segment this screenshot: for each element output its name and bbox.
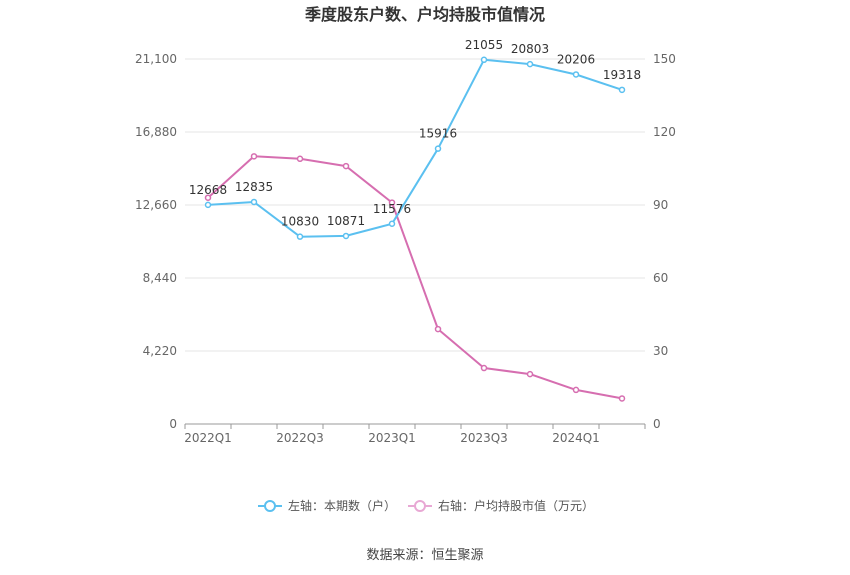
y-left-tick-label: 0 xyxy=(169,417,177,431)
legend-label-right: 右轴：户均持股市值（万元） xyxy=(438,498,594,513)
legend: 左轴：本期数（户） 右轴：户均持股市值（万元） xyxy=(258,498,594,513)
point-avg-value xyxy=(434,325,442,333)
y-left-tick-label: 12,660 xyxy=(135,198,177,212)
legend-label-left: 左轴：本期数（户） xyxy=(288,498,396,513)
y-right-tick-label: 120 xyxy=(653,125,676,139)
data-label: 19318 xyxy=(603,68,641,82)
point-holders xyxy=(434,145,442,152)
grid xyxy=(185,58,645,425)
point-holders xyxy=(296,233,304,240)
point-avg-value xyxy=(204,194,212,201)
legend-marker-left xyxy=(264,500,276,512)
series-line-avg-value xyxy=(207,155,623,400)
y-left-tick-label: 16,880 xyxy=(135,125,177,139)
point-avg-value xyxy=(296,155,304,163)
point-holders xyxy=(204,201,212,209)
data-label: 11576 xyxy=(373,202,411,216)
legend-item-left[interactable]: 左轴：本期数（户） xyxy=(258,498,396,513)
data-label: 20206 xyxy=(557,52,595,66)
y-left-tick-label: 4,220 xyxy=(143,344,177,358)
y-right-tick-label: 0 xyxy=(653,417,661,431)
point-holders xyxy=(250,198,258,206)
y-right-tick-label: 90 xyxy=(653,198,668,212)
y-left-tick-label: 8,440 xyxy=(143,271,177,285)
point-holders xyxy=(388,220,396,228)
y-left-tick-label: 21,100 xyxy=(135,52,177,66)
point-holders xyxy=(572,71,580,78)
source-note: 数据来源：恒生聚源 xyxy=(366,548,483,563)
chart-title: 季度股东户数、户均持股市值情况 xyxy=(304,5,545,24)
point-avg-value xyxy=(526,370,534,378)
point-avg-value xyxy=(618,395,626,402)
x-tick-label: 2024Q1 xyxy=(552,431,600,445)
point-holders xyxy=(618,86,626,94)
data-label: 15916 xyxy=(419,127,457,141)
legend-item-right[interactable]: 右轴：户均持股市值（万元） xyxy=(408,498,594,513)
point-avg-value xyxy=(250,153,258,160)
y-right-tick-label: 150 xyxy=(653,52,676,66)
x-tick-label: 2023Q1 xyxy=(368,431,416,445)
point-avg-value xyxy=(480,364,488,372)
y-right-tick-label: 30 xyxy=(653,344,668,358)
y-right-tick-label: 60 xyxy=(653,271,668,285)
series-lines xyxy=(207,58,623,400)
point-holders xyxy=(342,232,350,240)
data-labels: 12668 12835 10830 10871 11576 15916 21055 20803… xyxy=(189,38,641,229)
data-label: 12668 xyxy=(189,183,227,197)
legend-marker-right xyxy=(414,500,426,512)
x-tick-label: 2022Q1 xyxy=(184,431,232,445)
point-avg-value xyxy=(572,386,580,394)
point-avg-value xyxy=(342,162,350,170)
data-label: 10830 xyxy=(281,215,319,229)
series-points xyxy=(204,56,626,402)
data-label: 20803 xyxy=(511,42,549,56)
point-holders xyxy=(526,60,534,68)
point-holders xyxy=(480,56,488,64)
point-avg-value xyxy=(388,199,396,206)
x-tick-label: 2023Q3 xyxy=(460,431,508,445)
x-axis: 2022Q1 2022Q3 2023Q1 2023Q3 2024Q1 xyxy=(184,424,646,445)
series-line-holders xyxy=(207,58,623,238)
x-tick-label: 2022Q3 xyxy=(276,431,324,445)
data-label: 12835 xyxy=(235,180,273,194)
y-axis-left: 0 4,220 8,440 12,660 16,880 21,100 xyxy=(135,52,177,431)
data-label: 21055 xyxy=(465,38,503,52)
y-axis-right: 0 30 60 90 120 150 xyxy=(653,52,676,431)
data-label: 10871 xyxy=(327,214,365,228)
